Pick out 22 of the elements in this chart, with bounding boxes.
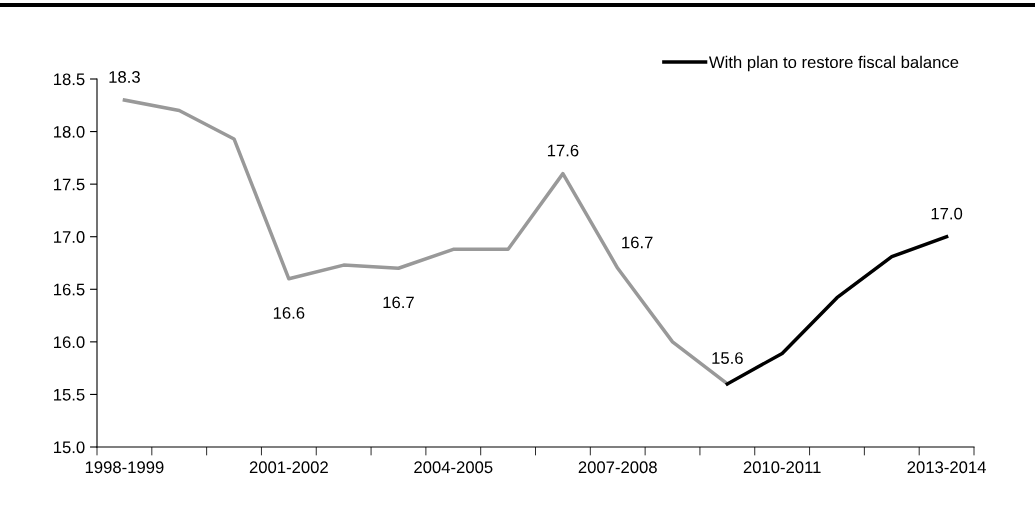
data-label: 16.7 — [622, 236, 653, 249]
y-tick-label: 16.5 — [54, 283, 85, 296]
y-tick-label: 18.5 — [54, 73, 85, 86]
x-tick-label: 2001-2002 — [249, 461, 328, 474]
legend-label: With plan to restore fiscal balance — [708, 55, 959, 72]
x-tick-label: 1998-1999 — [85, 461, 164, 474]
y-tick-label: 18.0 — [54, 125, 85, 138]
data-label: 18.3 — [109, 71, 140, 83]
x-tick-label: 2004-2005 — [414, 461, 493, 474]
data-label: 15.6 — [712, 352, 743, 364]
y-tick-label: 15.5 — [54, 389, 85, 401]
y-tick-label: 15.0 — [54, 441, 85, 454]
data-label: 17.0 — [931, 207, 963, 220]
y-tick-label: 17.0 — [54, 231, 85, 243]
data-label: 16.6 — [273, 306, 305, 319]
x-tick-label: 2010-2011 — [743, 461, 821, 474]
x-tick-label: 2013-2014 — [907, 461, 986, 474]
x-tick-label: 2007-2008 — [578, 461, 657, 474]
data-label: 16.7 — [383, 296, 414, 309]
y-tick-label: 16.0 — [54, 336, 85, 349]
data-label: 17.6 — [547, 144, 579, 157]
y-tick-label: 17.5 — [54, 178, 85, 191]
